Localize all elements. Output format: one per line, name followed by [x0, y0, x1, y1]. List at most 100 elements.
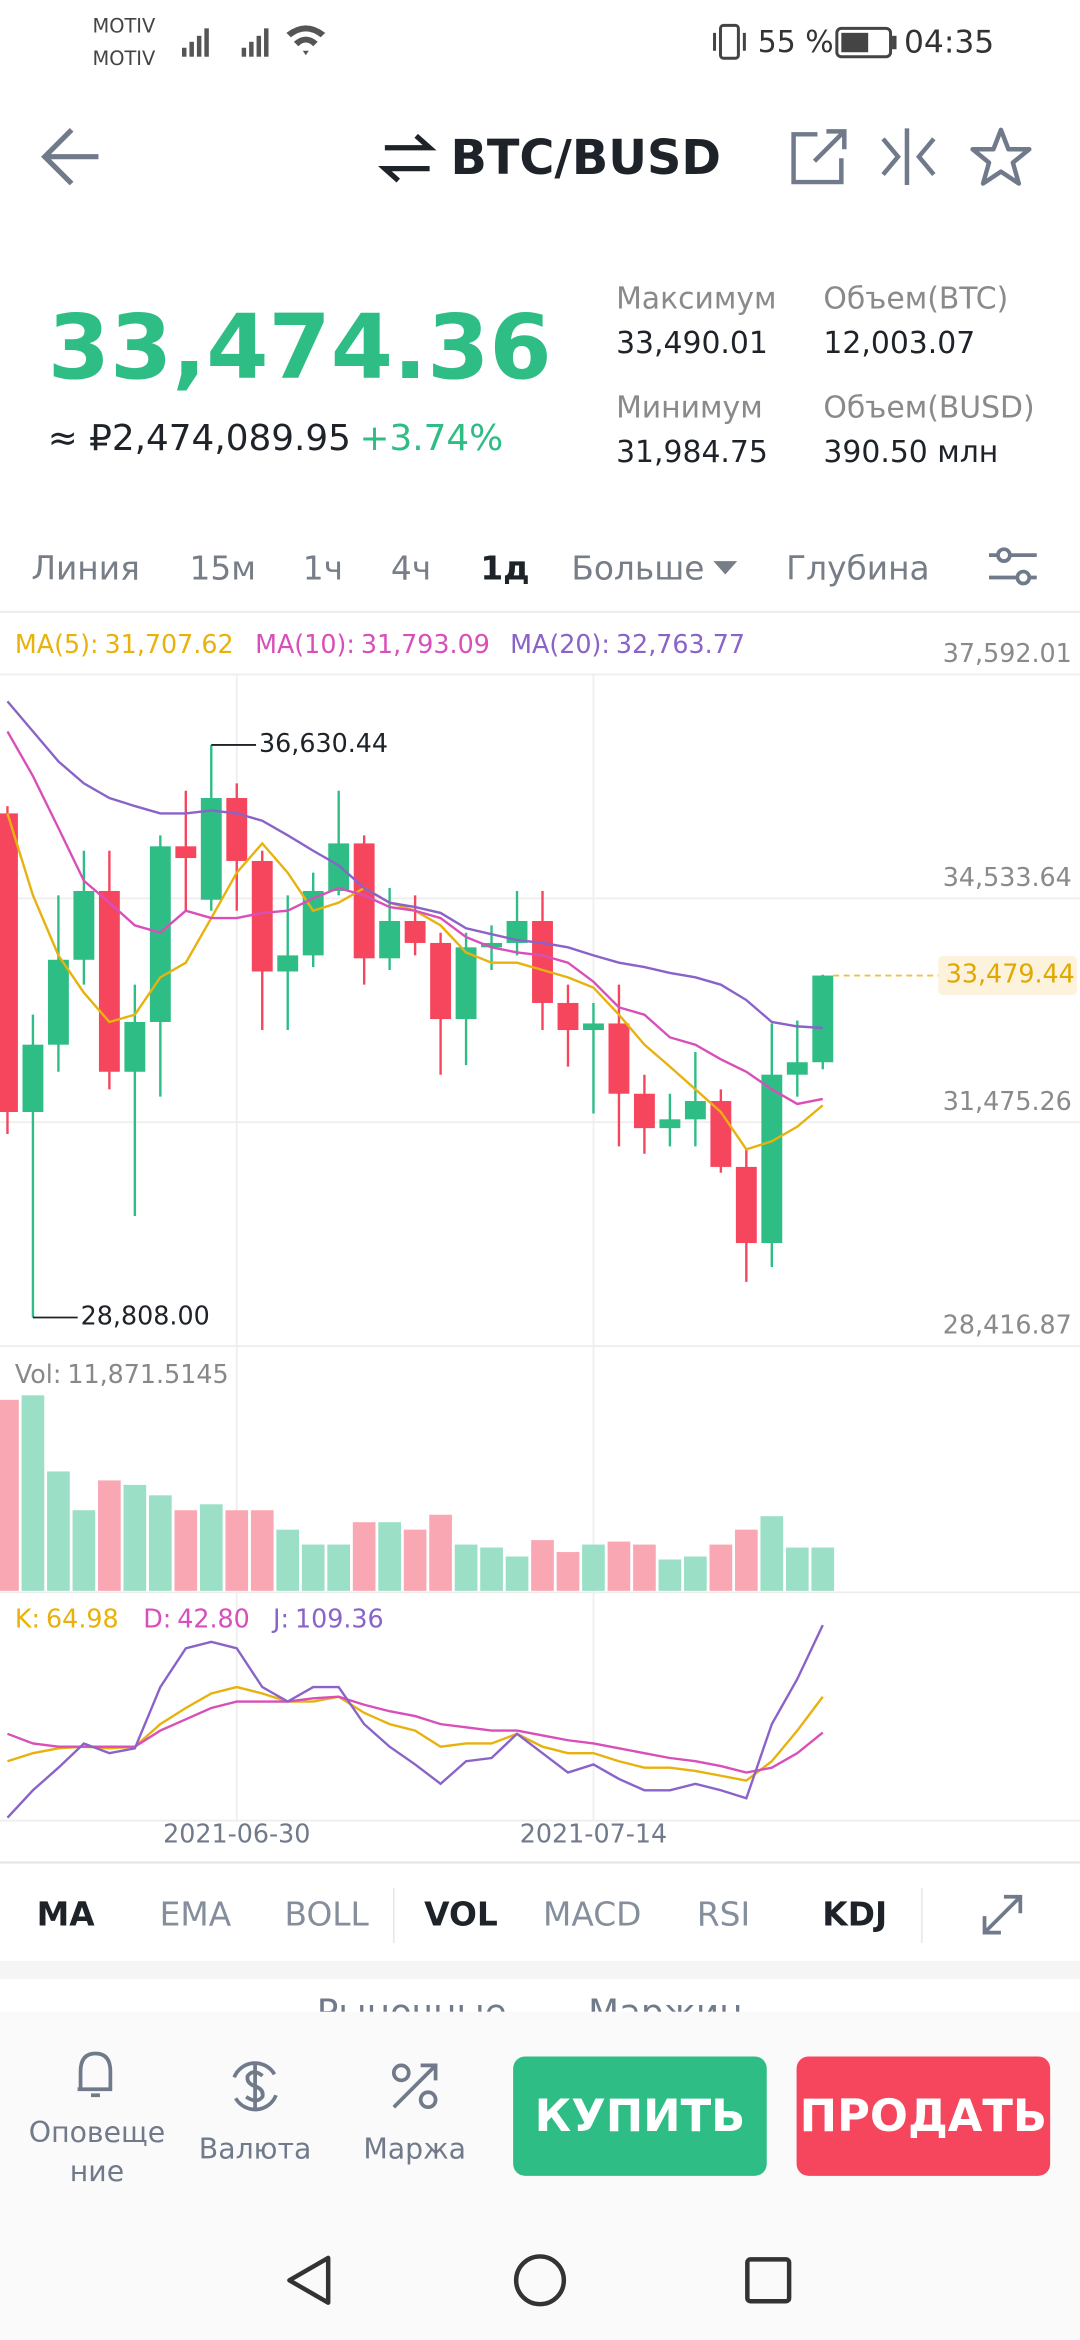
candle-body [481, 942, 502, 948]
fiat-price: ≈ ₽2,474,089.95 [48, 418, 351, 459]
sell-label[interactable]: ПРОДАТЬ [800, 2089, 1047, 2142]
y-tick-label: 37,592.01 [943, 638, 1072, 668]
y-tick-label: 34,533.64 [943, 862, 1072, 892]
alert-label[interactable]: Оповеще [29, 2116, 165, 2149]
fullscreen-icon[interactable] [982, 1894, 1023, 1935]
carrier: MOTIV [92, 14, 156, 37]
legend-name: MA(20): [510, 629, 610, 659]
nav-home[interactable] [513, 2254, 567, 2307]
buy-label[interactable]: КУПИТЬ [535, 2089, 746, 2142]
candle-body [0, 813, 18, 1113]
last-price: 33,474.36 [48, 296, 552, 400]
candle-body [455, 947, 477, 1020]
legend-value: 32,763.77 [616, 629, 745, 659]
last-price-tag [938, 956, 1078, 995]
volume-bar [480, 1547, 503, 1591]
swap-icon[interactable] [377, 133, 437, 183]
candle-body [659, 1119, 681, 1129]
nav-recent[interactable] [745, 2257, 792, 2304]
stat-label: Минимум [616, 390, 763, 425]
volume-bar [352, 1522, 376, 1591]
annotation-label: 28,808.00 [81, 1300, 210, 1330]
currency-label[interactable]: Валюта [199, 2132, 312, 2165]
interval-tab[interactable]: Линия [31, 550, 139, 588]
sell-button[interactable] [796, 2056, 1051, 2176]
volume-bar [199, 1504, 223, 1591]
indicator-tab[interactable]: EMA [160, 1896, 232, 1934]
candle-body [710, 1101, 732, 1167]
buy-button[interactable] [513, 2056, 767, 2176]
vibrate-icon [713, 23, 746, 60]
favorite-icon[interactable] [970, 127, 1032, 186]
stat-value: 12,003.07 [823, 326, 975, 361]
legend-name: K: [15, 1604, 40, 1634]
indicator-tab[interactable]: RSI [697, 1896, 750, 1934]
stat-value: 33,490.01 [616, 326, 768, 361]
volume-bar [709, 1544, 733, 1591]
carrier: MOTIV [92, 47, 156, 70]
interval-tab[interactable]: 1д [480, 550, 529, 588]
candle-body [735, 1166, 757, 1244]
legend-entry: Vol: 11,871.5145 [15, 1359, 229, 1389]
interval-tab[interactable]: 1ч [303, 550, 343, 588]
candle-body [251, 860, 273, 972]
volume-bar [148, 1495, 172, 1591]
stat-value: 390.50 млн [823, 435, 998, 470]
indicator-tab[interactable]: KDJ [822, 1896, 887, 1934]
legend-name: MA(5): [15, 629, 99, 659]
volume-bar [607, 1541, 631, 1591]
margin-icon[interactable] [391, 2063, 438, 2110]
volume-bar [276, 1529, 300, 1591]
interval-tab[interactable]: Глубина [786, 550, 930, 588]
interval-tab[interactable]: 4ч [391, 550, 431, 588]
candle-body [200, 798, 222, 900]
nav-back[interactable] [287, 2255, 331, 2305]
indicator-tabs: MA EMA BOLL VOL MACD RSI KDJ [37, 1896, 888, 1934]
alert-icon[interactable] [77, 2051, 113, 2098]
indicator-tab[interactable]: MACD [543, 1896, 641, 1934]
back-button[interactable] [41, 127, 99, 186]
volume-bar [429, 1514, 452, 1591]
volume-bar [174, 1510, 198, 1591]
last-price-label: 33,479.44 [946, 959, 1075, 989]
volume-bar [0, 1399, 19, 1591]
candle-body [379, 920, 401, 959]
volume-bar [21, 1395, 45, 1591]
legend-name: J: [271, 1604, 289, 1634]
stat-label: Объем(BTC) [823, 281, 1008, 316]
candle-body [557, 1002, 579, 1031]
margin-label[interactable]: Маржа [363, 2132, 466, 2165]
volume-bar [734, 1529, 758, 1591]
kdj-line [7, 1695, 824, 1774]
indicator-tab[interactable]: VOL [424, 1896, 498, 1934]
candle-body [532, 920, 553, 1003]
candle-body [22, 1044, 44, 1113]
volume-bar [633, 1544, 656, 1591]
alert-label[interactable]: ние [70, 2155, 124, 2188]
legend-value: 11,871.5145 [67, 1359, 228, 1389]
volume-bar [250, 1510, 274, 1591]
pair-title[interactable]: BTC/BUSD [450, 131, 721, 186]
interval-tab[interactable]: Больше [571, 550, 704, 588]
legend-value: 109.36 [295, 1604, 384, 1634]
y-tick-label: 31,475.26 [943, 1086, 1072, 1116]
currency-icon[interactable] [232, 2061, 278, 2112]
y-tick-label: 28,416.87 [943, 1310, 1072, 1340]
indicator-tab[interactable]: BOLL [285, 1896, 370, 1934]
legend-entry: D: 42.80 [143, 1604, 250, 1634]
volume-bar [98, 1480, 121, 1591]
share-icon[interactable] [791, 129, 847, 185]
interval-tab[interactable]: 15м [189, 550, 256, 588]
candle-body [328, 843, 350, 891]
settings-knob [1015, 569, 1032, 586]
candle-body [404, 920, 426, 943]
kdj-line [7, 1685, 824, 1782]
indicator-tab[interactable]: MA [37, 1896, 96, 1934]
volume-bar [327, 1544, 351, 1591]
gap [0, 1960, 1080, 1979]
compare-icon[interactable] [881, 128, 936, 186]
candle-body [302, 890, 324, 956]
candle-body [149, 846, 171, 1022]
candle-body [73, 890, 95, 960]
legend-value: 31,793.09 [361, 629, 490, 659]
